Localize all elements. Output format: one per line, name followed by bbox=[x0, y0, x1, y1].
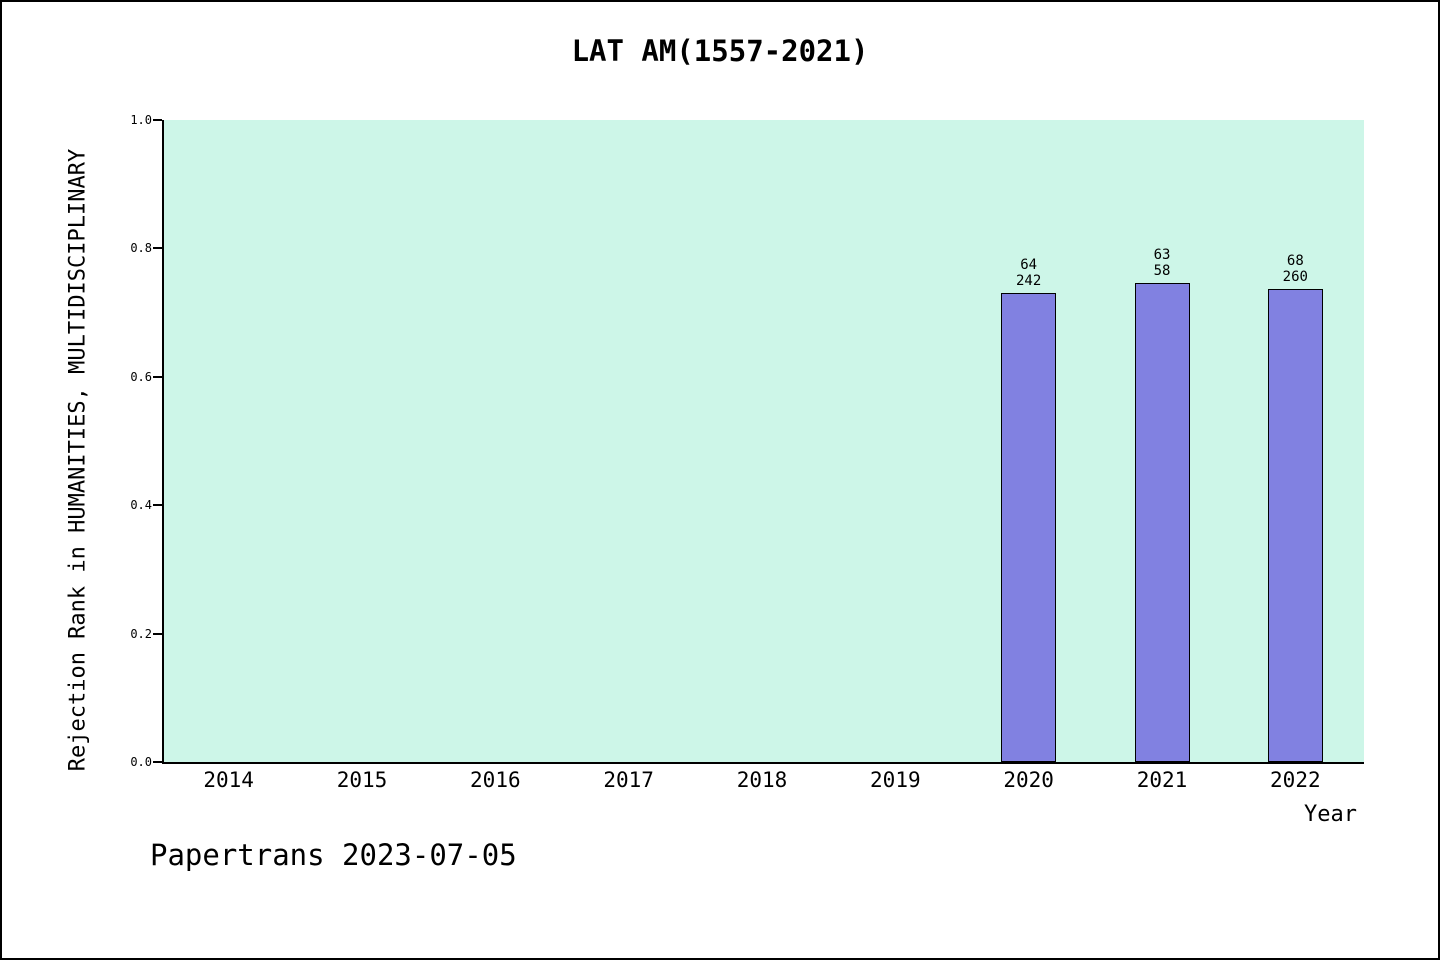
x-tick-label-2016: 2016 bbox=[470, 768, 521, 792]
y-tick-mark bbox=[153, 632, 162, 635]
x-tick-label-2019: 2019 bbox=[870, 768, 921, 792]
bar-2021 bbox=[1134, 283, 1190, 762]
y-tick-label: 0.6 bbox=[130, 369, 152, 384]
bar-value-label-2021: 63 58 bbox=[1153, 247, 1171, 280]
x-axis-label: Year bbox=[1304, 802, 1357, 827]
x-tick-label-2017: 2017 bbox=[603, 768, 654, 792]
chart-title: LAT AM(1557-2021) bbox=[571, 34, 869, 68]
y-tick-mark bbox=[153, 761, 162, 763]
y-tick-label: 1.0 bbox=[130, 113, 152, 127]
bar-value-label-2020: 64 242 bbox=[1016, 256, 1042, 289]
y-tick-mark bbox=[153, 504, 162, 507]
footer-watermark: Papertrans 2023-07-05 bbox=[150, 838, 517, 872]
bar-2022 bbox=[1267, 288, 1323, 762]
x-tick-label-2021: 2021 bbox=[1136, 768, 1188, 792]
x-tick-label-2018: 2018 bbox=[736, 768, 788, 792]
x-tick-label-2014: 2014 bbox=[203, 768, 254, 792]
y-tick-label: 0.8 bbox=[130, 241, 152, 256]
x-tick-label-2020: 2020 bbox=[1003, 768, 1054, 792]
y-tick-mark bbox=[153, 375, 162, 378]
bar-value-label-2022: 68 260 bbox=[1282, 252, 1308, 285]
y-tick-mark bbox=[153, 119, 162, 121]
bar-2020 bbox=[1001, 292, 1057, 762]
y-tick-label: 0.0 bbox=[130, 755, 152, 769]
y-tick-mark bbox=[153, 247, 162, 250]
x-tick-label-2022: 2022 bbox=[1270, 768, 1321, 792]
y-tick-label: 0.2 bbox=[130, 626, 152, 641]
y-tick-label: 0.4 bbox=[130, 498, 152, 513]
y-axis-label: Rejection Rank in HUMANITIES, MULTIDISCI… bbox=[65, 148, 91, 772]
x-tick-label-2015: 2015 bbox=[336, 768, 388, 792]
